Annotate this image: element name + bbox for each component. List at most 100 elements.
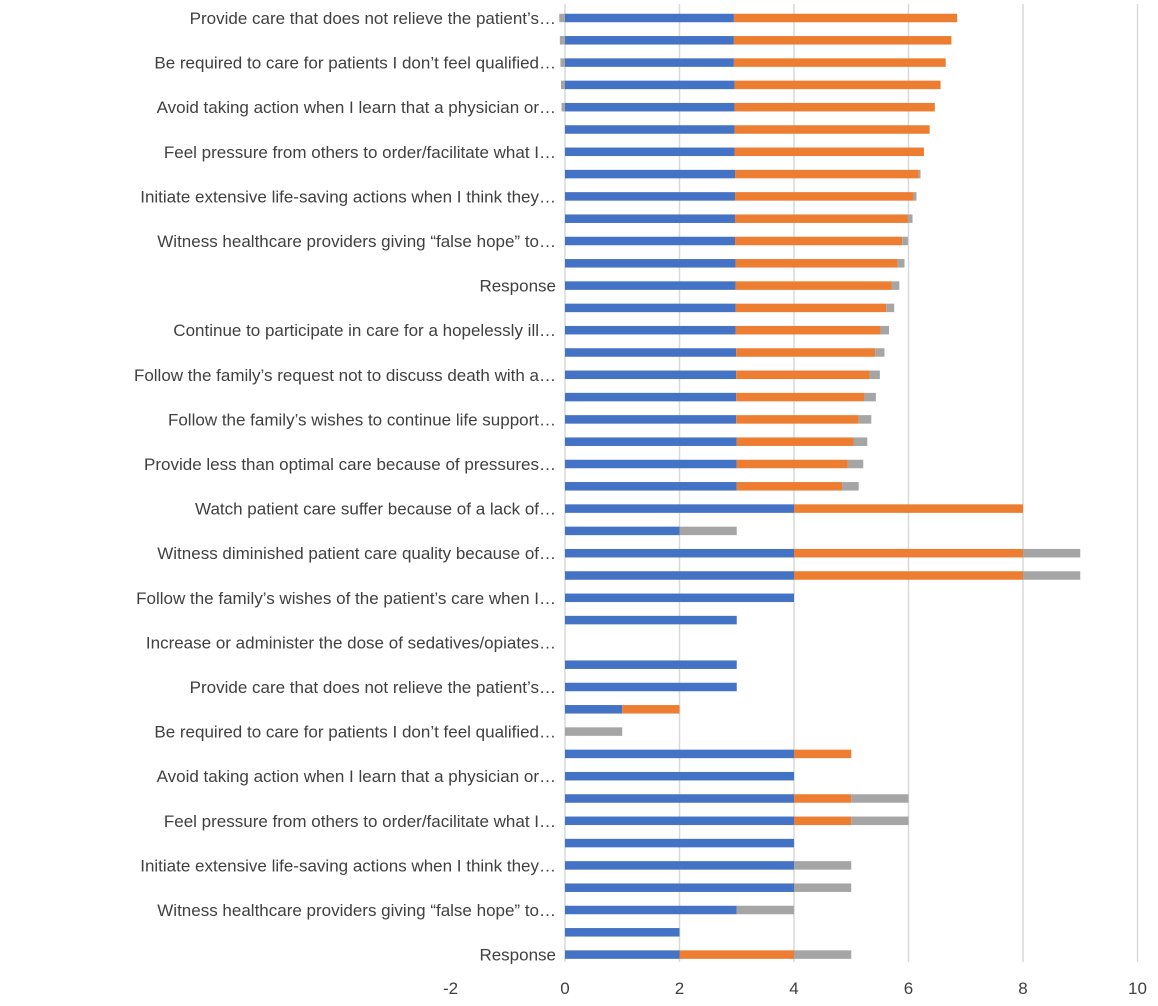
bar-segment	[891, 281, 900, 290]
bar-segment	[559, 13, 565, 23]
bar-segment	[907, 214, 913, 223]
bar-segment	[735, 325, 881, 335]
bar-segment	[794, 749, 852, 759]
bar-segment	[565, 771, 794, 781]
bar-segment	[736, 482, 843, 491]
x-tick-label: 2	[675, 979, 684, 998]
bar-segment	[847, 459, 864, 469]
bar-segment	[1023, 548, 1081, 558]
bar-segment	[565, 437, 737, 446]
category-label: Provide care that does not relieve the p…	[190, 678, 556, 697]
category-label: Follow the family’s wishes to continue l…	[168, 410, 556, 429]
bar-segment	[851, 794, 909, 803]
bar-segment	[794, 861, 852, 870]
category-label: Initiate extensive life-saving actions w…	[140, 856, 556, 875]
bar-segment	[565, 905, 737, 915]
category-label: Be required to care for patients I don’t…	[154, 723, 556, 742]
category-labels: Provide care that does not relieve the p…	[134, 9, 556, 965]
bar-segment	[735, 169, 919, 179]
bar-segment	[735, 214, 908, 223]
bar-segment	[565, 727, 623, 736]
category-label: Witness healthcare providers giving “fal…	[157, 901, 556, 920]
x-tick-label: 4	[789, 979, 798, 998]
bar-segment	[565, 236, 736, 246]
bar-segment	[560, 80, 565, 90]
bar-segment	[733, 58, 946, 67]
bar-segment	[565, 504, 794, 513]
x-tick-label: 8	[1018, 979, 1027, 998]
bar-segment	[853, 437, 868, 446]
category-label: Increase or administer the dose of sedat…	[146, 633, 556, 652]
category-label: Continue to participate in care for a ho…	[173, 321, 556, 340]
bar-segment	[622, 705, 680, 714]
bar-segment	[565, 682, 737, 692]
bar-segment	[565, 102, 735, 112]
bar-segment	[735, 281, 892, 290]
bar-segment	[565, 950, 680, 959]
bar-segment	[913, 192, 917, 201]
bar-segment	[794, 571, 1023, 580]
bar-segment	[565, 482, 737, 491]
bar-segment	[842, 482, 859, 491]
bar-segment	[734, 125, 930, 134]
bar-segment	[565, 794, 794, 803]
category-label: Response	[479, 946, 556, 965]
bar-segment	[565, 169, 736, 179]
bar-segment	[735, 236, 903, 246]
bar-segment	[565, 861, 794, 870]
bar-segment	[735, 192, 914, 201]
bar-segment	[565, 526, 680, 536]
category-label: Be required to care for patients I don’t…	[154, 54, 556, 73]
bar-segment	[679, 950, 794, 959]
bar-segment	[565, 214, 736, 223]
x-tick-label: 10	[1128, 979, 1147, 998]
bar-segment	[565, 125, 735, 134]
bar-segment	[565, 838, 794, 848]
bar-segment	[794, 950, 852, 959]
bar-segment	[565, 13, 734, 23]
bar-segment	[794, 504, 1023, 513]
bar-segment	[565, 459, 737, 469]
bar-segment	[565, 548, 794, 558]
bar-segment	[559, 36, 565, 45]
bar-segment	[733, 13, 958, 23]
category-label: Witness diminished patient care quality …	[157, 544, 556, 563]
bar-segment	[736, 348, 876, 357]
bar-segment	[565, 58, 734, 67]
bars	[559, 13, 1081, 959]
bar-segment	[565, 147, 735, 157]
bar-segment	[735, 259, 898, 268]
bar-segment	[864, 392, 876, 402]
category-label: Provide care that does not relieve the p…	[190, 9, 556, 28]
bar-segment	[734, 147, 924, 157]
bar-segment	[565, 928, 680, 937]
bar-segment	[565, 392, 737, 402]
x-tick-label: -2	[443, 979, 458, 998]
bar-segment	[565, 36, 734, 45]
bar-segment	[565, 415, 737, 424]
bar-segment	[565, 749, 794, 759]
bar-segment	[560, 58, 565, 67]
bar-segment	[794, 816, 852, 826]
bar-segment	[918, 169, 921, 179]
bar-segment	[875, 348, 885, 357]
bar-segment	[565, 705, 623, 714]
category-label: Follow the family’s request not to discu…	[134, 366, 556, 385]
bar-segment	[565, 571, 794, 580]
bar-segment	[679, 526, 737, 536]
bar-segment	[565, 883, 794, 892]
bar-segment	[736, 459, 848, 469]
bar-segment	[735, 303, 887, 313]
bar-segment	[851, 816, 909, 826]
category-label: Avoid taking action when I learn that a …	[157, 98, 556, 117]
bar-segment	[733, 36, 952, 45]
bar-segment	[736, 392, 865, 402]
bar-segment	[565, 348, 737, 357]
bar-segment	[565, 281, 736, 290]
bar-segment	[565, 370, 737, 380]
bar-segment	[561, 102, 565, 112]
bar-segment	[565, 259, 736, 268]
bar-segment	[734, 102, 935, 112]
category-label: Feel pressure from others to order/facil…	[164, 812, 556, 831]
